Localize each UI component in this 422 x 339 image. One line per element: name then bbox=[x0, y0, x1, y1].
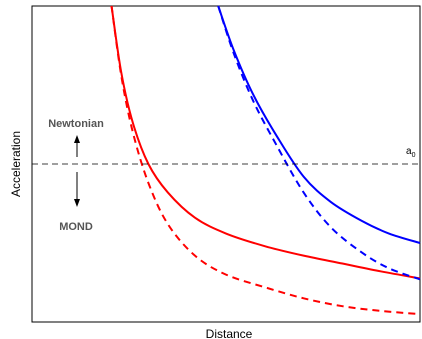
threshold-label: a0 bbox=[406, 146, 416, 159]
up-arrow-icon bbox=[74, 135, 80, 157]
threshold-label-base: a bbox=[406, 146, 412, 157]
series-line-2 bbox=[217, 5, 421, 244]
series-layer bbox=[110, 5, 421, 316]
y-axis-label: Acceleration bbox=[9, 131, 23, 197]
down-arrow-icon bbox=[74, 172, 80, 207]
series-line-3 bbox=[217, 5, 421, 281]
threshold-label-sub: 0 bbox=[412, 152, 416, 159]
series-line-0 bbox=[110, 5, 421, 280]
x-axis-label: Distance bbox=[206, 327, 253, 339]
mond-label: MOND bbox=[59, 221, 93, 233]
newtonian-label: Newtonian bbox=[48, 118, 104, 130]
series-line-1 bbox=[110, 5, 421, 316]
